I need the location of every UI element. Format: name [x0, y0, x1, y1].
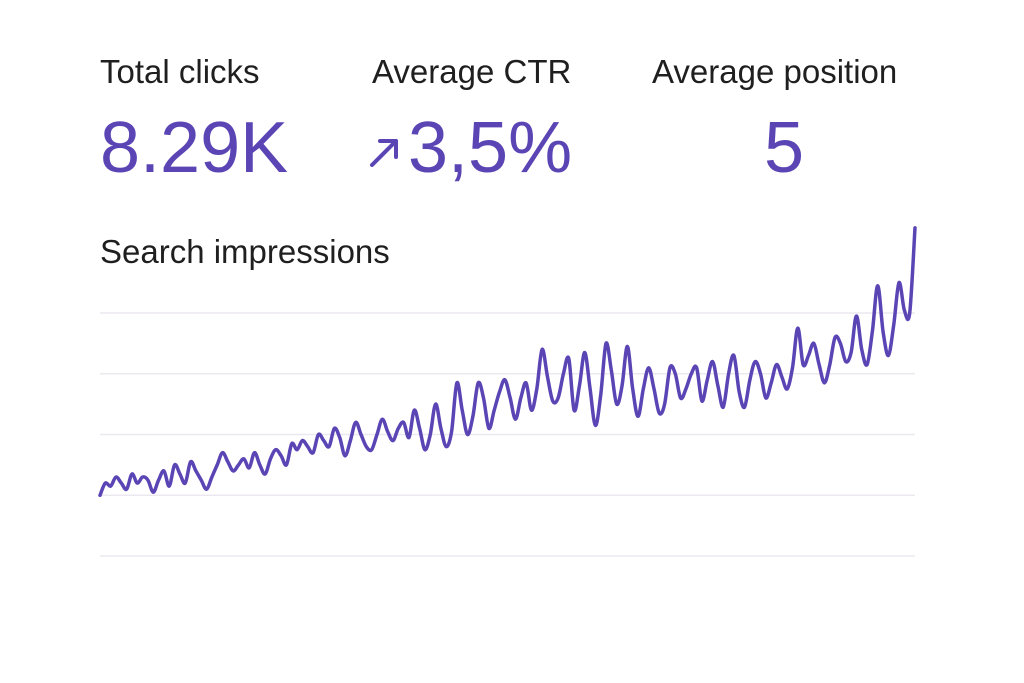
average-position-label: Average position: [652, 53, 898, 90]
chart-title: Search impressions: [100, 233, 390, 270]
average-ctr-label: Average CTR: [372, 53, 572, 90]
arrow-up-right-icon: [370, 139, 398, 167]
total-clicks-value: 8.29K: [100, 108, 289, 188]
average-ctr-value-wrap: 3,5%: [368, 108, 572, 188]
average-ctr-value: 3,5%: [408, 108, 573, 188]
chart-gridlines: [100, 312, 915, 557]
total-clicks-label: Total clicks: [100, 53, 260, 90]
average-position-value: 5: [764, 108, 805, 188]
